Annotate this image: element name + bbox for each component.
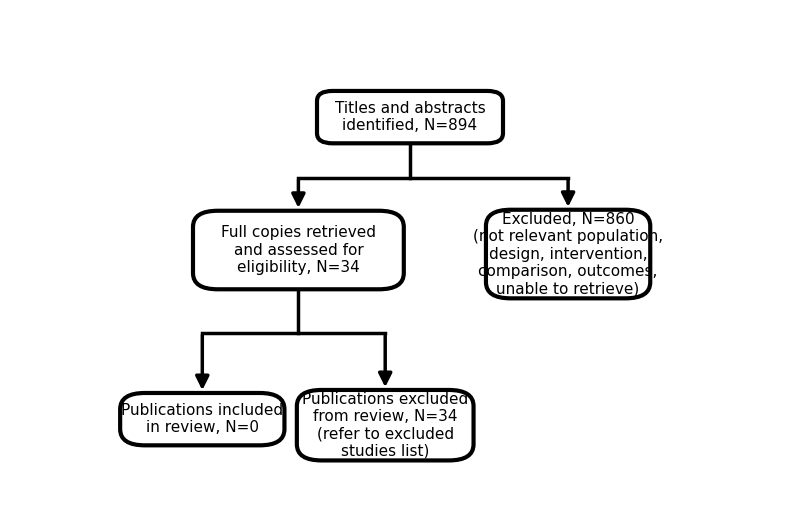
FancyBboxPatch shape bbox=[297, 390, 474, 460]
FancyBboxPatch shape bbox=[193, 211, 404, 289]
Text: Publications excluded
from review, N=34
(refer to excluded
studies list): Publications excluded from review, N=34 … bbox=[302, 392, 468, 459]
Text: Full copies retrieved
and assessed for
eligibility, N=34: Full copies retrieved and assessed for e… bbox=[221, 225, 376, 275]
FancyBboxPatch shape bbox=[317, 91, 503, 143]
Text: Excluded, N=860
(not relevant population,
design, intervention,
comparison, outc: Excluded, N=860 (not relevant population… bbox=[473, 212, 663, 297]
FancyBboxPatch shape bbox=[120, 393, 285, 446]
Text: Titles and abstracts
identified, N=894: Titles and abstracts identified, N=894 bbox=[334, 101, 486, 133]
FancyBboxPatch shape bbox=[486, 210, 650, 298]
Text: Publications included
in review, N=0: Publications included in review, N=0 bbox=[122, 403, 283, 435]
